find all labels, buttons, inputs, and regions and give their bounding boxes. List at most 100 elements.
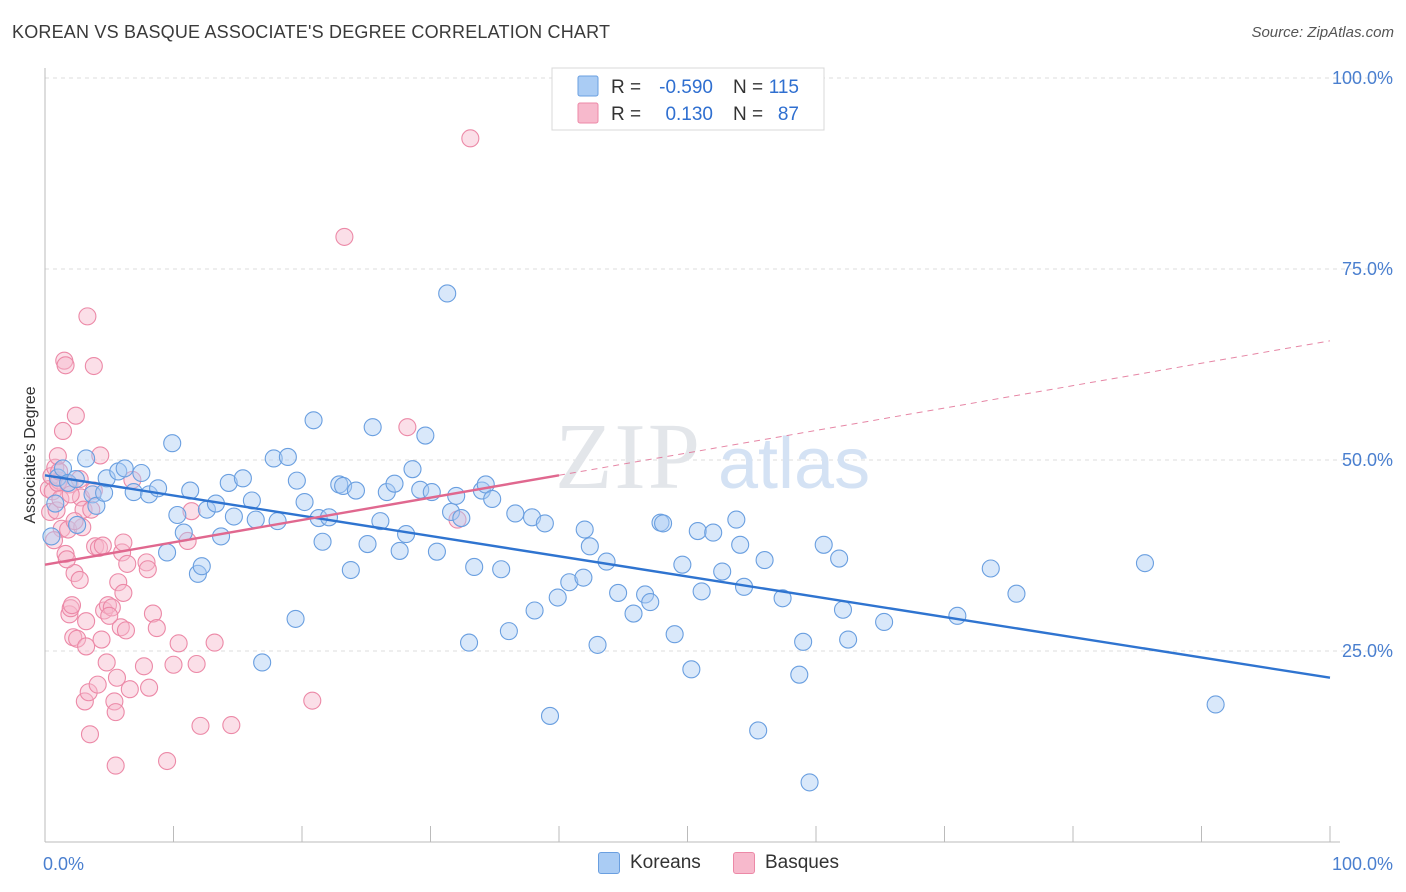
basque-point: [205, 633, 224, 652]
korean-point: [264, 449, 283, 468]
basque-point: [97, 653, 116, 672]
source-note: Source: ZipAtlas.com: [1251, 24, 1394, 41]
korean-point: [158, 543, 177, 562]
korean-point: [535, 514, 554, 533]
korean-point: [438, 284, 457, 303]
korean-point: [540, 706, 560, 725]
legend-basque-swatch: [577, 102, 599, 124]
korean-point: [287, 471, 306, 490]
basque-point: [78, 307, 97, 326]
basque-points: [39, 129, 480, 775]
korean-point: [727, 510, 746, 529]
basque-point: [75, 692, 94, 711]
korean-point: [483, 489, 502, 509]
korean-point: [97, 469, 116, 488]
korean-point: [403, 460, 422, 479]
korean-point: [124, 483, 143, 502]
korean-point: [192, 557, 211, 576]
tick-labels: 25.0% 50.0% 75.0% 100.0% 0.0% 100.0%: [43, 68, 1393, 874]
basque-point: [138, 560, 157, 579]
basque-point: [56, 356, 75, 375]
legend-korean-r-value: -0.590: [659, 77, 713, 98]
korean-point: [363, 418, 382, 437]
korean-point: [548, 588, 567, 607]
korean-point: [665, 625, 684, 644]
legend-top: R = -0.590 N = 115 R = 0.130 N = 87: [551, 67, 825, 131]
basque-point: [116, 621, 136, 640]
y-tick-label: 50.0%: [1342, 450, 1393, 470]
korean-point: [731, 535, 750, 554]
korean-point: [442, 502, 461, 522]
basque-point: [169, 634, 188, 653]
axes: [44, 68, 1340, 843]
legend-basque-r-value: 0.130: [665, 104, 713, 125]
korean-point: [641, 593, 660, 612]
korean-point: [609, 583, 628, 602]
basque-trend-line: [44, 474, 560, 566]
korean-point: [452, 509, 471, 528]
legend-koreans-label: Koreans: [630, 852, 701, 873]
basques-swatch: [733, 852, 755, 874]
korean-point: [830, 549, 849, 568]
korean-point: [246, 510, 265, 529]
korean-point: [304, 411, 323, 430]
korean-point: [390, 541, 409, 560]
korean-point: [83, 485, 102, 504]
basque-point: [53, 421, 73, 441]
korean-point: [673, 555, 692, 574]
basque-point: [84, 356, 103, 376]
korean-point: [749, 721, 768, 740]
basque-point: [143, 604, 162, 623]
korean-point: [499, 622, 518, 641]
basque-point: [111, 618, 130, 637]
basque-point: [77, 637, 96, 656]
korean-point: [168, 505, 187, 525]
korean-point: [224, 507, 243, 526]
korean-point: [346, 481, 366, 500]
korean-point: [713, 562, 732, 581]
basque-point: [80, 725, 100, 744]
korean-point: [358, 534, 377, 554]
basque-point: [134, 657, 153, 676]
basque-point: [88, 675, 107, 694]
korean-point: [773, 589, 792, 608]
basque-point: [77, 612, 96, 631]
korean-point: [981, 559, 1000, 578]
legend-basque-n-value: 87: [778, 104, 799, 125]
korean-point: [447, 486, 466, 505]
korean-point: [385, 474, 404, 493]
watermark-zip: ZIP: [555, 405, 702, 509]
korean-point: [42, 527, 61, 546]
korean-point: [219, 473, 238, 492]
koreans-swatch: [598, 852, 620, 874]
korean-point: [839, 630, 858, 649]
basque-point: [303, 691, 322, 710]
legend-korean-swatch: [577, 75, 599, 97]
korean-point: [654, 514, 673, 533]
legend-korean-n-value: 115: [769, 77, 799, 98]
korean-point: [233, 469, 252, 488]
x-tick-label-min: 0.0%: [43, 854, 84, 874]
korean-point: [688, 522, 707, 541]
korean-point: [624, 604, 643, 623]
legend-korean-n-label: N =: [733, 77, 763, 98]
legend-item-koreans: Koreans: [598, 852, 701, 874]
basque-point: [222, 716, 241, 735]
basque-point: [106, 756, 125, 775]
basque-point: [335, 227, 354, 246]
basque-point: [47, 501, 66, 520]
y-tick-label: 100.0%: [1332, 68, 1393, 88]
korean-point: [682, 660, 701, 679]
korean-point: [506, 504, 525, 523]
korean-point: [800, 773, 819, 792]
korean-point: [794, 632, 813, 651]
y-axis-label: Associate's Degree: [22, 386, 39, 523]
korean-point: [459, 633, 479, 652]
basque-point: [66, 406, 85, 425]
legend-basques-label: Basques: [765, 852, 839, 873]
basque-point: [100, 606, 119, 625]
korean-point: [560, 573, 579, 592]
korean-points: [42, 284, 1225, 792]
basque-point: [398, 418, 417, 437]
